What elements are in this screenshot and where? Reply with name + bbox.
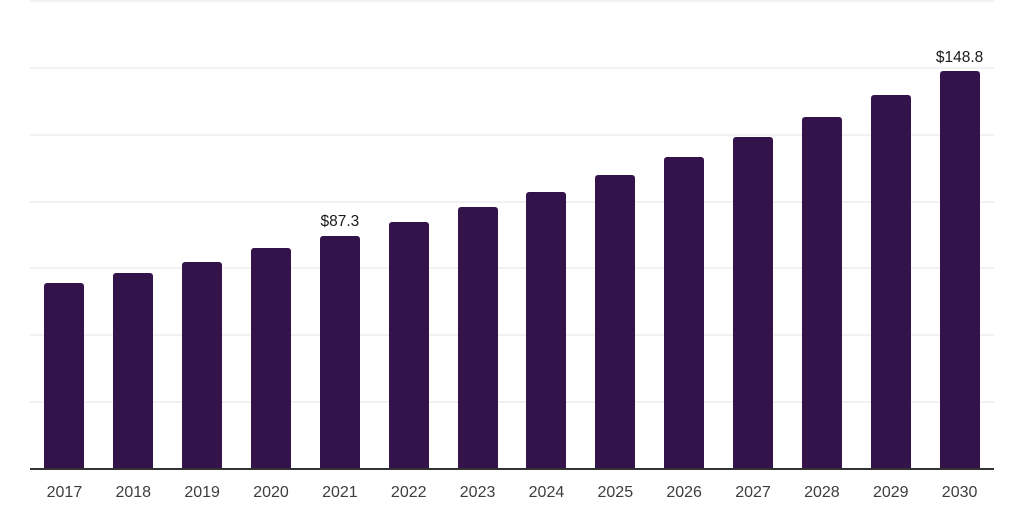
x-tick-label-2018: 2018: [115, 484, 152, 501]
plot-area: $87.3 $148.8: [30, 0, 994, 470]
gridline-150: [30, 66, 994, 69]
gridline-50: [30, 334, 994, 337]
bar-2026: [664, 156, 705, 469]
x-tick-label-2029: 2029: [872, 484, 909, 501]
x-axis-tick-labels: 2017 2018 2019 2020 2021 2022 2023 2024 2025 2026…: [30, 482, 994, 504]
bar-slot-2028: [787, 1, 856, 469]
gridline-100: [30, 200, 994, 203]
bar-slot-2017: [30, 1, 99, 469]
bar-2021: [319, 235, 360, 469]
x-tick-label-2026: 2026: [666, 484, 702, 501]
x-tick-label-2028: 2028: [804, 484, 840, 501]
bar-slot-2018: [99, 1, 168, 469]
x-tick-label-2017: 2017: [46, 484, 83, 501]
bar-2019: [182, 262, 223, 469]
bar-slot-2030: $148.8: [925, 1, 994, 469]
bar-2022: [388, 221, 429, 469]
bar-2018: [113, 272, 154, 469]
x-tick-label-2020: 2020: [253, 484, 289, 501]
bar-slot-2025: [581, 1, 650, 469]
x-tick-label-2027: 2027: [735, 484, 771, 501]
bar-slot-2021: $87.3: [305, 1, 374, 469]
gridline-75: [30, 267, 994, 270]
gridline-25: [30, 401, 994, 404]
data-label-2030: $148.8: [935, 48, 984, 66]
bar-2029: [870, 94, 911, 469]
x-tick-label-2019: 2019: [184, 484, 220, 501]
bar-2030: [939, 71, 980, 469]
bar-slot-2027: [719, 1, 788, 469]
data-label-2021: $87.3: [320, 213, 360, 231]
bar-slot-2023: [443, 1, 512, 469]
bar-2028: [801, 117, 842, 469]
bar-slot-2019: [168, 1, 237, 469]
x-tick-label-2021: 2021: [322, 484, 358, 501]
bar-slot-2029: [856, 1, 925, 469]
x-axis-line: [30, 468, 994, 470]
gridline-125: [30, 133, 994, 136]
bar-slot-2024: [512, 1, 581, 469]
gridline-175: [30, 0, 994, 2]
x-tick-label-2024: 2024: [528, 484, 565, 501]
bar-2024: [526, 192, 567, 469]
bars: $87.3 $148.8: [30, 1, 994, 469]
bar-2023: [457, 207, 498, 469]
bar-2020: [251, 248, 291, 469]
bar-slot-2022: [374, 1, 443, 469]
bar-2027: [733, 137, 774, 469]
bar-2017: [44, 282, 85, 469]
x-tick-label-2022: 2022: [390, 484, 427, 501]
x-tick-label-2030: 2030: [941, 484, 978, 501]
x-tick-label-2025: 2025: [597, 484, 634, 501]
x-tick-label-2023: 2023: [459, 484, 496, 501]
bar-2025: [595, 175, 636, 469]
bar-slot-2020: [237, 1, 306, 469]
bar-slot-2026: [650, 1, 719, 469]
